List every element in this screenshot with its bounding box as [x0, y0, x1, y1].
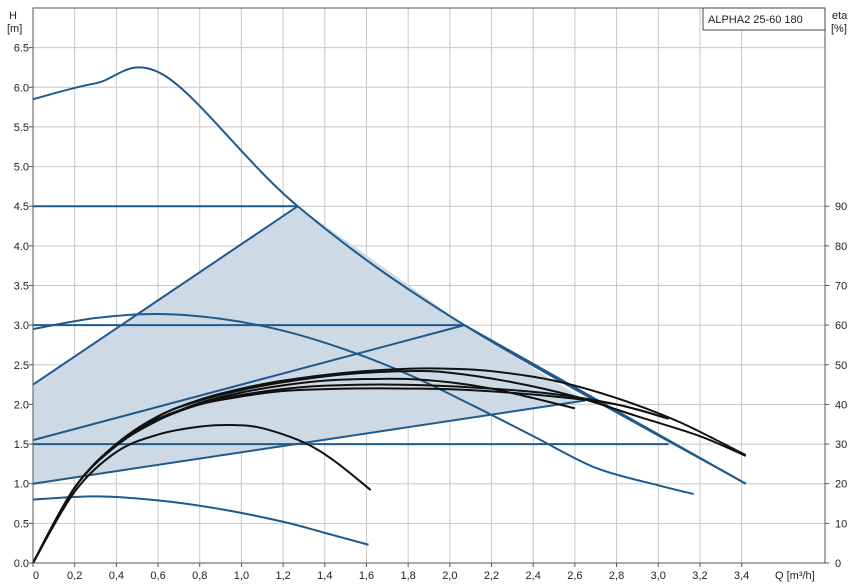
- y-tick-label: 6.0: [14, 82, 29, 94]
- y-tick-label: 6.5: [14, 43, 29, 55]
- y-tick-label: 1.5: [14, 439, 29, 451]
- y-tick-label: 2.0: [14, 399, 29, 411]
- x-tick-label: 3,0: [651, 570, 666, 582]
- y-right-axis-label-unit: [%]: [831, 23, 847, 35]
- y-tick-label: 5.0: [14, 162, 29, 174]
- series-line-10: [32, 423, 372, 564]
- y-tick-label: 3.5: [14, 281, 29, 293]
- x-tick-label: 2,6: [567, 570, 582, 582]
- legend-box: [702, 7, 826, 31]
- y-right-tick-label: 90: [835, 201, 847, 213]
- y-tick-label: 3.0: [14, 320, 29, 332]
- series-line-4: [32, 205, 299, 386]
- x-tick-label: 1,0: [234, 570, 249, 582]
- y-right-tick-label: 80: [835, 241, 847, 253]
- y-tick-label: 5.5: [14, 122, 29, 134]
- x-tick-labels: 0 0,2 0,4 0,6 0,8 1,0 1,2 1,4 1,6 1,8 2,0 2,2 2,4 2,6…: [32, 563, 749, 582]
- y-right-tick-label: 10: [835, 518, 847, 530]
- series-line-7: [463, 324, 747, 485]
- series-line-6: [32, 399, 586, 485]
- grid: [32, 8, 825, 564]
- x-tick-label: 1,4: [317, 570, 332, 582]
- x-tick-label: 1,6: [359, 570, 374, 582]
- y-tick-label: 4.0: [14, 241, 29, 253]
- y-tick-labels: 0.0 0.5 1.0 1.5 2.0 2.5 3.0 3.5 4.0 4.5 5.0 5.5 6.0 6…: [14, 43, 33, 570]
- x-tick-label: 0,8: [192, 570, 207, 582]
- x-tick-label: 3,4: [734, 570, 749, 582]
- x-tick-label: 2,2: [484, 570, 499, 582]
- y-tick-label: 0.5: [14, 518, 29, 530]
- series-line-15: [32, 377, 576, 564]
- y-right-tick-label: 20: [835, 479, 847, 491]
- x-tick-label: 0,6: [150, 570, 165, 582]
- y-right-tick-label: 30: [835, 439, 847, 451]
- y-right-tick-labels: 0 10 20 30 40 50 60 70 80 90: [825, 201, 847, 570]
- x-tick-label: 3,2: [692, 570, 707, 582]
- y-right-tick-label: 0: [835, 558, 841, 570]
- y-axis-label-h: H: [9, 10, 17, 22]
- y-tick-label: 1.0: [14, 479, 29, 491]
- x-tick-label: 0,4: [109, 570, 124, 582]
- series-line-5: [32, 324, 465, 442]
- series-line-13: [32, 387, 669, 564]
- y-tick-label: 4.5: [14, 201, 29, 213]
- y-right-tick-label: 50: [835, 360, 847, 372]
- y-tick-label: 2.5: [14, 360, 29, 372]
- y-axis-label-unit: [m]: [7, 23, 22, 35]
- x-tick-label: 0: [33, 570, 39, 582]
- y-right-tick-label: 40: [835, 399, 847, 411]
- x-tick-label: 2,8: [609, 570, 624, 582]
- y-tick-label: 0.0: [14, 558, 29, 570]
- y-right-axis-label-eta: eta: [832, 10, 848, 22]
- y-right-tick-label: 60: [835, 320, 847, 332]
- x-tick-label: 2,0: [442, 570, 457, 582]
- chart-title: ALPHA2 25-60 180: [708, 14, 803, 26]
- series-layer: [32, 66, 747, 564]
- x-tick-label: 1,2: [275, 570, 290, 582]
- x-tick-label: 1,8: [401, 570, 416, 582]
- x-axis-label: Q [m³/h]: [775, 570, 815, 582]
- y-right-tick-label: 70: [835, 281, 847, 293]
- series-line-9: [32, 495, 369, 546]
- x-tick-label: 2,4: [526, 570, 541, 582]
- x-tick-label: 0,2: [67, 570, 82, 582]
- series-line-8: [32, 313, 694, 495]
